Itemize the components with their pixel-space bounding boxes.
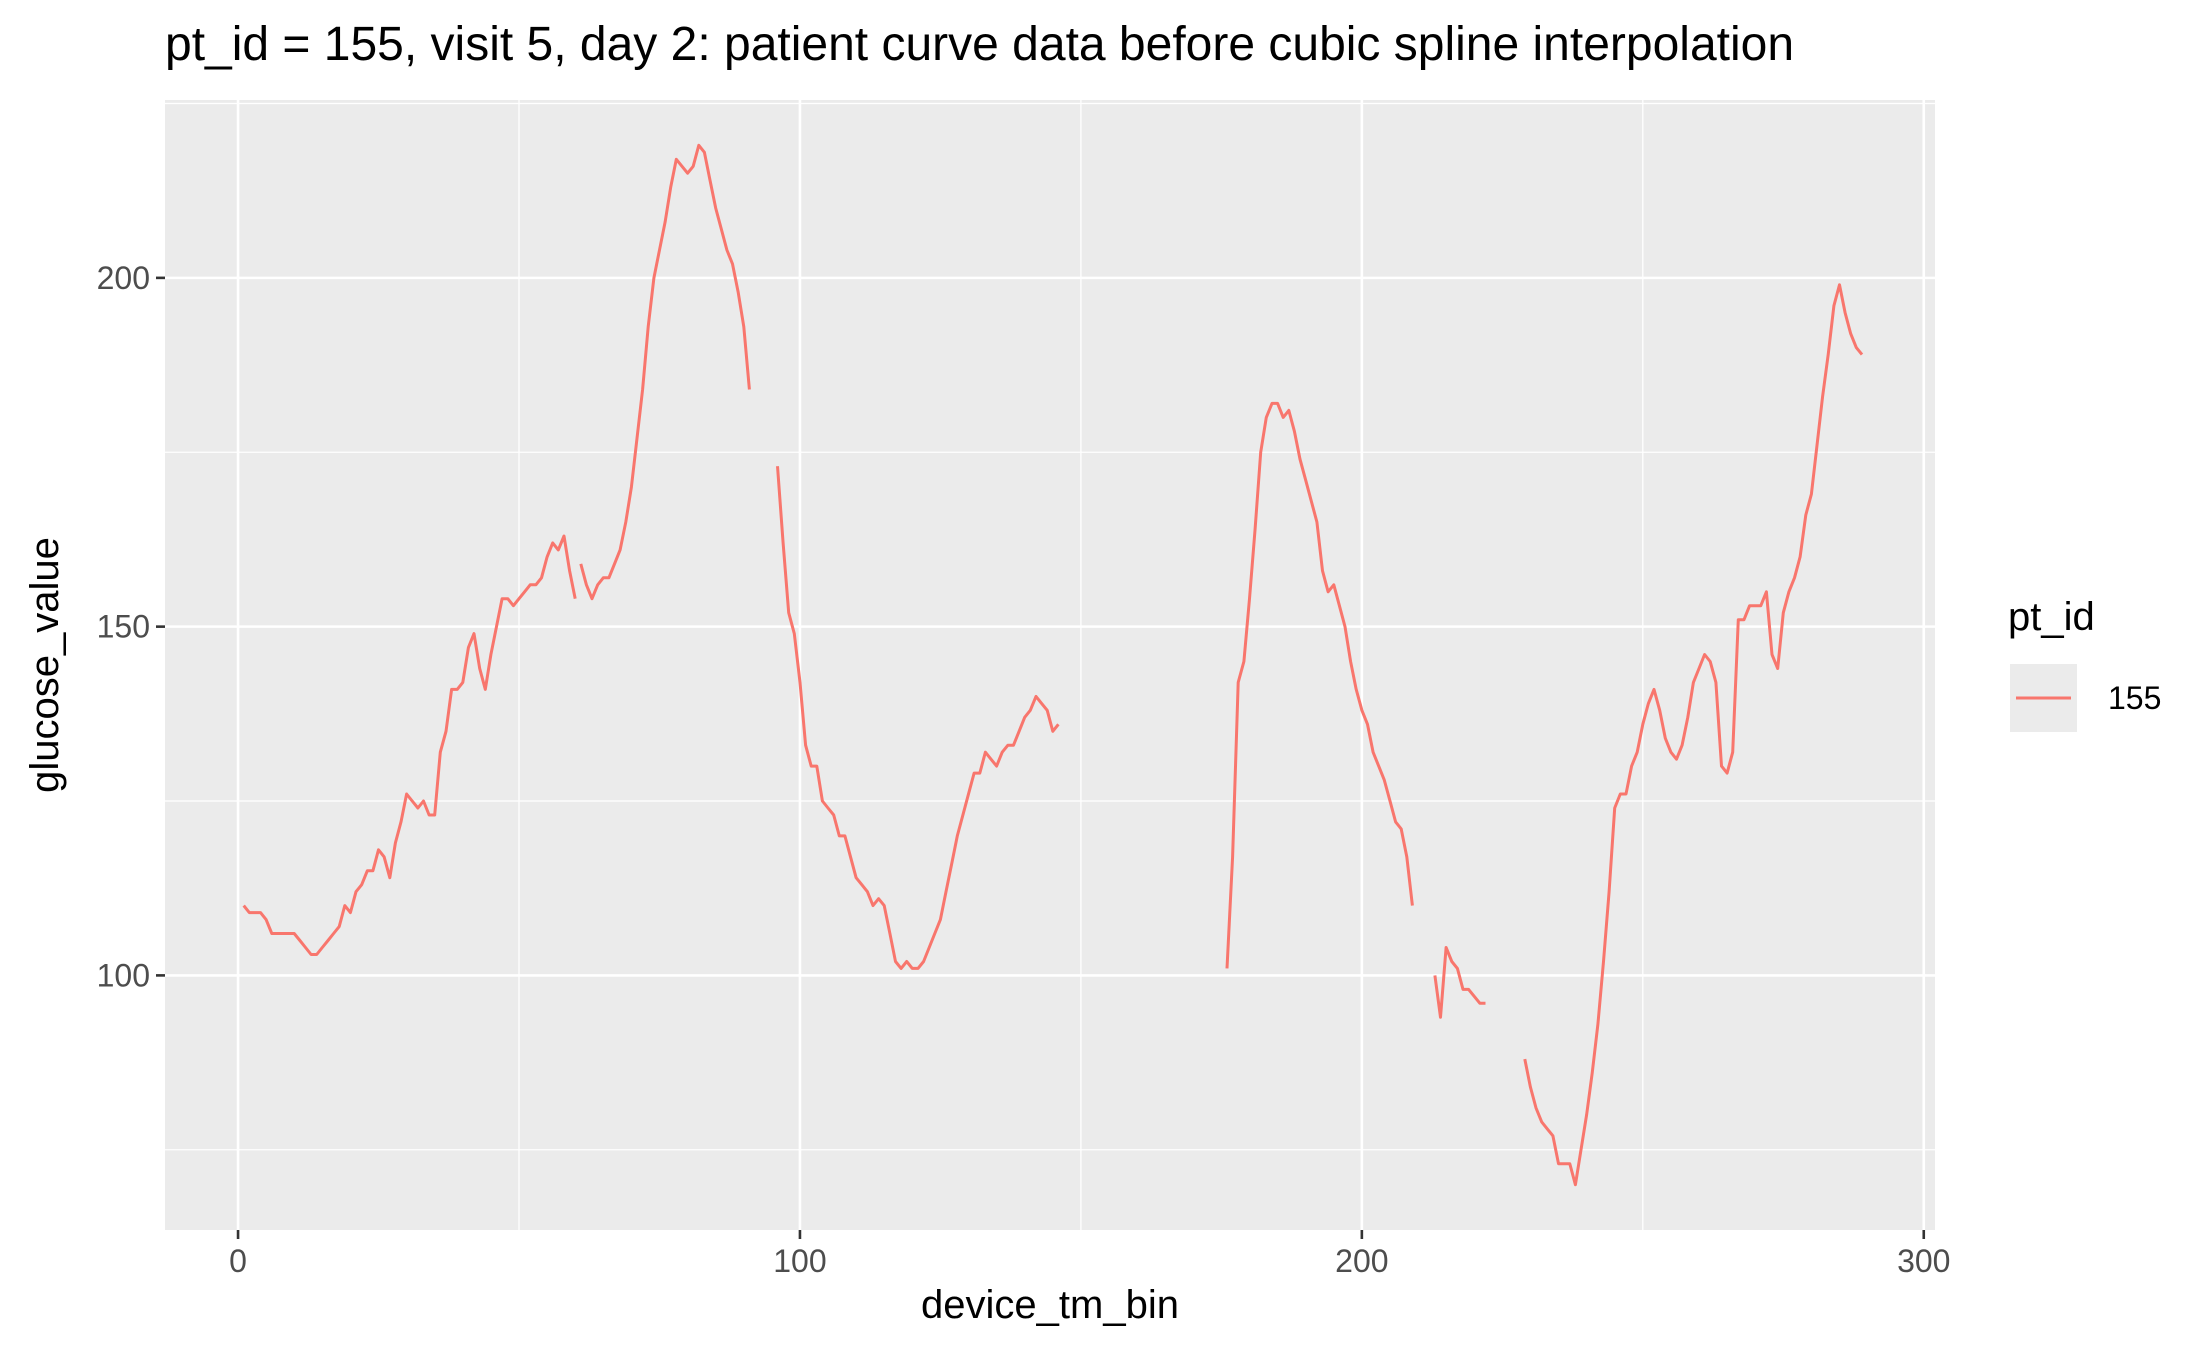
legend-entry-label: 155	[2108, 680, 2161, 716]
series-line-segment	[579, 143, 751, 601]
x-tick-label: 100	[773, 1243, 826, 1279]
chart-title: pt_id = 155, visit 5, day 2: patient cur…	[165, 18, 1794, 71]
y-tick-label: 150	[97, 609, 150, 645]
x-axis: 0 100 200 300	[229, 1230, 1950, 1279]
y-axis: 100 150 200	[97, 260, 165, 993]
y-axis-title: glucose_value	[23, 537, 67, 793]
grid-major	[165, 100, 1935, 1230]
x-tick-label: 0	[229, 1243, 247, 1279]
series-line-segment	[776, 466, 1060, 970]
x-axis-title: device_tm_bin	[921, 1283, 1179, 1327]
series-line-segment	[1225, 401, 1414, 969]
y-tick-label: 100	[97, 957, 150, 993]
grid-minor	[165, 100, 1935, 1230]
legend: pt_id 155	[2008, 595, 2161, 732]
x-tick-label: 200	[1335, 1243, 1388, 1279]
series-line-segment	[1433, 946, 1486, 1019]
series-line-segment	[1523, 283, 1864, 1187]
legend-title: pt_id	[2008, 595, 2095, 639]
series-layer	[242, 143, 1864, 1187]
x-tick-label: 300	[1897, 1243, 1950, 1279]
plot-panel	[165, 100, 1935, 1230]
y-tick-label: 200	[97, 260, 150, 296]
series-line-segment	[242, 534, 577, 956]
